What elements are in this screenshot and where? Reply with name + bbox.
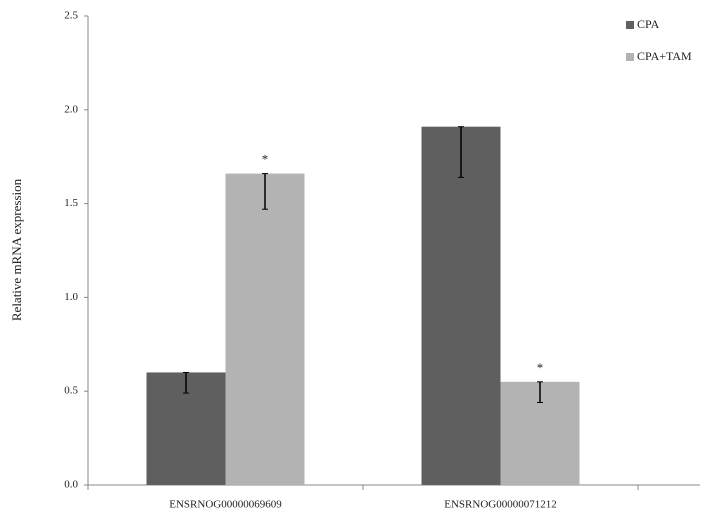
legend-label: CPA (637, 17, 660, 31)
legend-label: CPA+TAM (637, 49, 692, 63)
legend-swatch (626, 53, 634, 61)
y-tick-label: 1.0 (64, 291, 78, 303)
significance-marker: * (262, 152, 269, 167)
y-tick-label: 2.0 (64, 103, 78, 115)
bar (421, 126, 501, 486)
bar (225, 173, 305, 486)
legend-swatch (626, 21, 634, 29)
y-tick-label: 1.5 (64, 197, 78, 209)
y-tick-label: 2.5 (64, 10, 78, 22)
x-tick-label: ENSRNOG00000069609 (169, 499, 282, 511)
y-tick-label: 0.5 (64, 385, 78, 397)
y-tick-label: 0.0 (64, 479, 78, 491)
y-axis-label: Relative mRNA expression (9, 178, 24, 321)
significance-marker: * (537, 360, 544, 375)
x-tick-label: ENSRNOG00000071212 (444, 499, 556, 511)
